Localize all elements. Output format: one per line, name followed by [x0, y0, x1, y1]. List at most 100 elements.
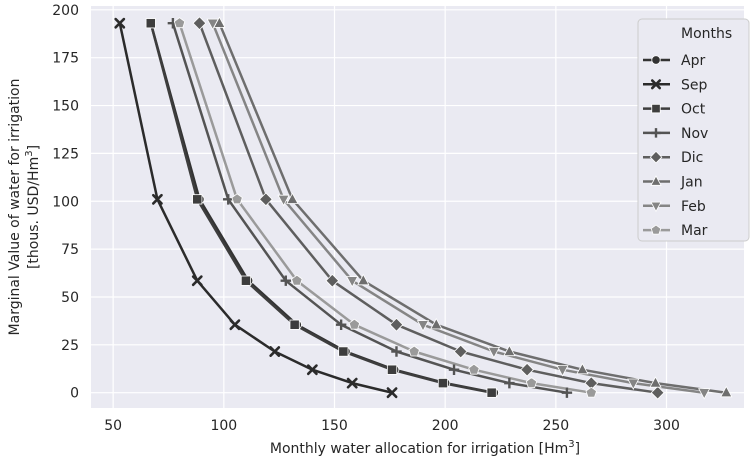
data-point-nov [223, 194, 234, 205]
legend-marker-nov [651, 128, 661, 138]
data-point-mar [231, 193, 243, 205]
data-point-dic [192, 16, 207, 31]
data-point-sep [151, 193, 163, 205]
legend-label-mar: Mar [681, 223, 708, 239]
data-point-feb [277, 194, 290, 207]
legend-label-jan: Jan [680, 175, 703, 191]
series-line-nov [171, 22, 568, 394]
series-line-jan [218, 22, 727, 394]
y-tick-labels: 0 25 50 75 100 125 150 175 200 [52, 3, 79, 402]
data-point-dic [258, 192, 273, 207]
data-point-nov [504, 377, 515, 389]
x-tick-label: 100 [210, 418, 237, 434]
data-point-jan [357, 273, 370, 286]
data-point-sep [114, 17, 126, 29]
data-point-sep [306, 364, 318, 376]
data-point-jan [503, 344, 516, 357]
series-line-oct [149, 22, 492, 394]
y-tick-label: 150 [52, 99, 79, 115]
series-line-mar [178, 22, 592, 394]
data-point-feb [416, 320, 430, 332]
x-axis-label: Monthly water allocation for irrigation … [270, 439, 580, 457]
data-point-mar [408, 345, 420, 357]
data-point-mar [173, 17, 186, 29]
data-point-jan [649, 376, 662, 388]
y-tick-label: 200 [52, 3, 79, 19]
legend-label-oct: Oct [681, 102, 706, 118]
x-tick-labels: 50 100 150 200 250 300 [104, 418, 680, 434]
data-point-oct [289, 319, 300, 330]
x-tick-label: 150 [321, 418, 348, 434]
data-point-oct [486, 387, 497, 398]
data-point-dic [389, 317, 404, 332]
x-tick-label: 250 [542, 418, 569, 434]
data-point-sep [191, 275, 203, 287]
data-point-oct [437, 378, 449, 389]
legend-label-dic: Dic [681, 150, 703, 166]
data-point-dic [650, 385, 665, 400]
data-point-nov [280, 275, 292, 286]
data-point-dic [325, 273, 340, 288]
data-point-dic [453, 344, 468, 359]
x-tick-label: 50 [104, 418, 122, 434]
y-tick-label: 50 [61, 290, 79, 306]
data-point-sep [386, 387, 398, 399]
data-point-oct [338, 346, 349, 357]
data-point-nov [448, 364, 460, 375]
data-point-nov [335, 319, 347, 330]
data-point-jan [286, 192, 299, 204]
y-tick-label: 175 [52, 51, 79, 67]
legend-marker-dic [649, 150, 663, 164]
data-point-feb [556, 365, 569, 377]
data-point-nov [561, 387, 573, 398]
data-point-jan [720, 385, 733, 398]
legend-items: Apr Sep Oct Nov Dic Jan Feb Mar [643, 53, 708, 239]
data-point-feb [487, 346, 501, 359]
legend-frame [637, 18, 750, 242]
data-point-mar [348, 318, 361, 330]
gridlines [91, 6, 744, 408]
data-point-oct [192, 194, 203, 205]
data-point-sep [346, 377, 358, 389]
y-axis-label-line1: Marginal Value of water for irrigation [7, 79, 23, 336]
data-point-jan [576, 362, 589, 375]
data-point-oct [240, 275, 252, 286]
legend-marker-apr [651, 55, 661, 65]
data-point-mar [291, 274, 303, 286]
legend-marker-jan [650, 175, 662, 186]
legend-marker-sep [650, 79, 662, 90]
data-point-feb [627, 378, 640, 391]
data-point-mar [468, 363, 480, 375]
data-point-oct [386, 364, 398, 375]
series-line-feb [211, 22, 705, 394]
legend-marker-oct [651, 103, 661, 114]
legend-label-sep: Sep [681, 77, 708, 93]
data-point-mar [585, 386, 597, 398]
legend-marker-mar [650, 224, 662, 235]
data-point-jan [430, 317, 443, 330]
plot-area [91, 6, 744, 408]
data-point-mar [525, 377, 538, 389]
data-point-dic [520, 362, 534, 377]
legend-label-apr: Apr [681, 53, 705, 69]
series-lines [118, 22, 727, 394]
y-tick-label: 25 [61, 338, 79, 354]
data-point-sep [229, 319, 241, 331]
legend-title: Months [681, 26, 732, 42]
legend-marker-feb [650, 201, 662, 213]
legend: Months Apr Sep Oct Nov Dic Jan Feb Mar [637, 18, 750, 242]
data-point-sep [269, 346, 281, 357]
y-tick-label: 75 [61, 242, 79, 258]
x-tick-label: 300 [653, 418, 680, 434]
series-line-dic [198, 22, 658, 394]
y-tick-label: 100 [52, 194, 79, 210]
series-line-sep [118, 22, 393, 394]
data-point-feb [206, 18, 219, 31]
data-point-nov [391, 346, 402, 357]
data-point-feb [346, 276, 359, 288]
y-axis-label-line2: [thous. USD/Hm3] [24, 145, 42, 269]
data-point-oct [145, 18, 156, 29]
legend-label-feb: Feb [681, 199, 706, 215]
